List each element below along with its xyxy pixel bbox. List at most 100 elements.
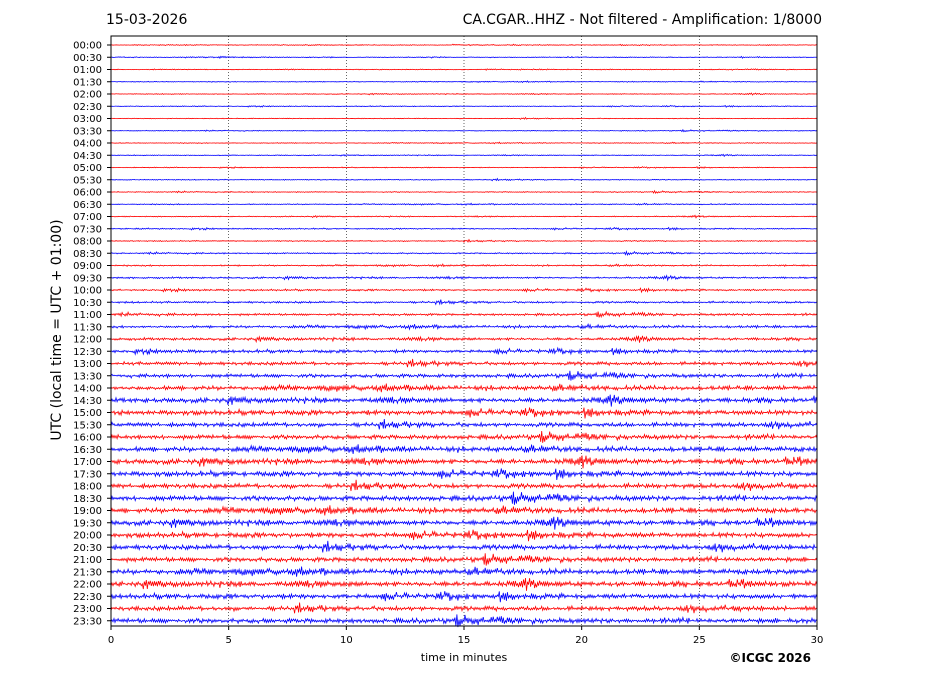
y-tick-label: 09:00 [73,261,102,272]
x-tick-label: 10 [340,635,353,646]
trace-2030 [110,540,818,553]
trace-1900 [110,505,818,516]
trace-0930 [110,274,818,282]
y-tick-label: 17:30 [73,469,102,480]
date-label: 15-03-2026 [106,12,188,28]
x-tick-label: 30 [811,635,824,646]
trace-1600 [110,431,818,443]
y-tick-label: 01:00 [73,65,102,76]
y-tick-label: 04:30 [73,151,102,162]
y-tick-label: 11:30 [73,322,102,333]
trace-1100 [110,310,818,319]
trace-0330 [110,128,818,133]
y-tick-label: 09:30 [73,273,102,284]
trace-0530 [110,177,818,182]
trace-2130 [110,566,818,577]
copyright-label: ©ICGC 2026 [729,651,811,665]
y-tick-label: 01:30 [73,77,102,88]
trace-1730 [110,468,818,480]
trace-0200 [110,92,818,96]
y-tick-label: 16:00 [73,433,102,444]
trace-1400 [110,383,818,393]
y-tick-label: 18:30 [73,494,102,505]
y-tick-label: 10:00 [73,286,102,297]
x-tick-label: 5 [225,635,231,646]
chart-title: CA.CGAR..HHZ - Not filtered - Amplificat… [462,12,822,28]
trace-0500 [110,166,818,170]
y-tick-label: 23:00 [73,604,102,615]
trace-0430 [110,153,818,158]
trace-1330 [110,370,818,381]
y-tick-label: 04:00 [73,139,102,150]
y-tick-label: 12:00 [73,335,102,346]
y-tick-label: 12:30 [73,347,102,358]
y-tick-label: 08:30 [73,249,102,260]
trace-0600 [110,189,818,195]
trace-1230 [110,346,818,356]
y-tick-label: 21:30 [73,567,102,578]
y-tick-label: 22:00 [73,580,102,591]
trace-2000 [110,529,818,542]
trace-2230 [110,591,818,603]
x-axis-label: time in minutes [420,651,508,664]
x-tick-label: 25 [693,635,706,646]
trace-0400 [110,141,818,145]
y-tick-label: 02:00 [73,90,102,101]
y-tick-label: 19:00 [73,506,102,517]
y-tick-label: 07:00 [73,212,102,223]
trace-0630 [110,202,818,206]
y-tick-label: 22:30 [73,592,102,603]
y-tick-label: 17:00 [73,457,102,468]
trace-0130 [110,80,818,84]
y-tick-label: 20:00 [73,531,102,542]
trace-1300 [110,358,818,368]
y-tick-label: 14:30 [73,396,102,407]
trace-1430 [110,394,818,407]
trace-0230 [110,104,818,108]
trace-0300 [110,116,818,120]
trace-2100 [110,553,818,566]
y-tick-label: 16:30 [73,445,102,456]
y-tick-label: 15:30 [73,420,102,431]
y-tick-label: 03:30 [73,126,102,137]
trace-1630 [110,444,818,455]
trace-1930 [110,516,818,530]
trace-1000 [110,287,818,294]
y-tick-label: 23:30 [73,616,102,627]
trace-1500 [110,407,818,419]
trace-0900 [110,263,818,268]
x-tick-label: 20 [575,635,588,646]
trace-1530 [110,419,818,430]
trace-1800 [110,479,818,492]
seismic-traces [110,43,818,628]
x-tick-label: 0 [108,635,114,646]
x-tick-labels: 0 5 10 15 20 25 30 [108,626,824,646]
y-tick-label: 06:00 [73,188,102,199]
y-tick-label: 18:00 [73,482,102,493]
y-tick-label: 13:00 [73,359,102,370]
y-tick-label: 21:00 [73,555,102,566]
trace-0830 [110,250,818,257]
y-tick-label: 14:00 [73,384,102,395]
trace-1830 [110,491,818,505]
y-tick-label: 10:30 [73,298,102,309]
y-tick-label: 05:30 [73,175,102,186]
y-tick-label: 11:00 [73,310,102,321]
y-tick-label: 15:00 [73,408,102,419]
y-tick-label: 08:00 [73,237,102,248]
trace-0100 [110,68,818,71]
trace-1200 [110,335,818,344]
grid-lines [228,36,700,626]
trace-0030 [110,55,818,59]
trace-1700 [110,455,818,469]
y-tick-label: 00:30 [73,53,102,64]
y-tick-label: 07:30 [73,224,102,235]
y-tick-label: 02:30 [73,102,102,113]
y-tick-label: 00:00 [73,41,102,52]
y-tick-label: 05:00 [73,163,102,174]
trace-0800 [110,238,818,243]
trace-2200 [110,577,818,591]
y-tick-label: 06:30 [73,200,102,211]
